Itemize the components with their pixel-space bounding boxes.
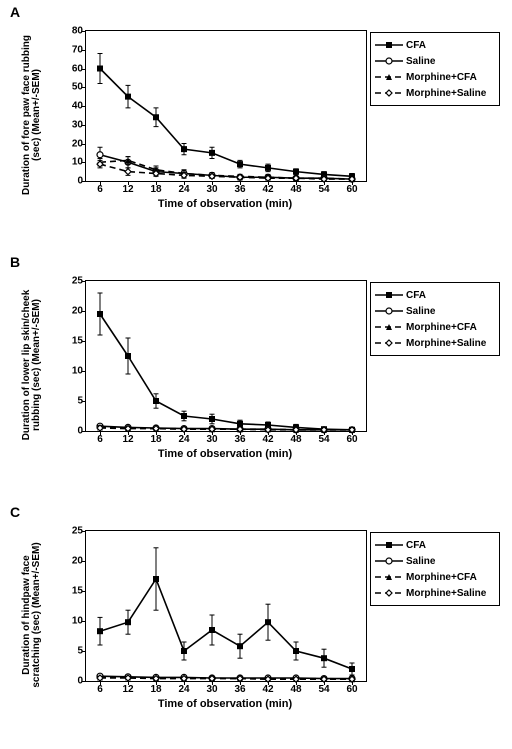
panel-label: A	[10, 4, 20, 20]
chart-area: 05101520256121824303642485460	[85, 530, 367, 682]
panel-C: C 05101520256121824303642485460 Duration o…	[0, 500, 512, 740]
y-axis-label: Duration of lower lip skin/cheek rubbing…	[22, 280, 42, 450]
x-axis-label: Time of observation (min)	[85, 198, 365, 210]
legend-item: Morphine+Saline	[375, 85, 495, 101]
legend-label: Morphine+CFA	[406, 72, 477, 83]
legend-label: CFA	[406, 40, 426, 51]
chart-area: 010203040506070806121824303642485460	[85, 30, 367, 182]
legend: CFA Saline Morphine+CFA Morphine+Saline	[370, 532, 500, 606]
legend-item: Saline	[375, 53, 495, 69]
legend-item: Morphine+CFA	[375, 69, 495, 85]
legend-item: Morphine+Saline	[375, 585, 495, 601]
chart-area: 05101520256121824303642485460	[85, 280, 367, 432]
x-axis-label: Time of observation (min)	[85, 698, 365, 710]
legend-item: Morphine+CFA	[375, 569, 495, 585]
panel-A: A 010203040506070806121824303642485460 Dur…	[0, 0, 512, 240]
legend-label: Morphine+Saline	[406, 338, 486, 349]
legend-label: Saline	[406, 556, 435, 567]
panel-label: C	[10, 504, 20, 520]
legend: CFA Saline Morphine+CFA Morphine+Saline	[370, 32, 500, 106]
legend: CFA Saline Morphine+CFA Morphine+Saline	[370, 282, 500, 356]
figure: A 010203040506070806121824303642485460 Dur…	[0, 0, 512, 749]
panel-label: B	[10, 254, 20, 270]
legend-item: CFA	[375, 287, 495, 303]
legend-item: Saline	[375, 303, 495, 319]
x-axis-label: Time of observation (min)	[85, 448, 365, 460]
panel-B: B 05101520256121824303642485460 Duration o…	[0, 250, 512, 490]
legend-item: CFA	[375, 37, 495, 53]
legend-label: Morphine+CFA	[406, 322, 477, 333]
legend-label: CFA	[406, 540, 426, 551]
legend-label: Saline	[406, 306, 435, 317]
y-axis-label: Duration of fore paw face rubbing (sec) …	[22, 30, 42, 200]
legend-item: Morphine+Saline	[375, 335, 495, 351]
legend-item: Saline	[375, 553, 495, 569]
legend-label: Morphine+Saline	[406, 588, 486, 599]
legend-label: CFA	[406, 290, 426, 301]
y-axis-label: Duration of hindpaw face scratching (sec…	[22, 530, 42, 700]
legend-item: Morphine+CFA	[375, 319, 495, 335]
legend-label: Morphine+CFA	[406, 572, 477, 583]
legend-item: CFA	[375, 537, 495, 553]
legend-label: Morphine+Saline	[406, 88, 486, 99]
legend-label: Saline	[406, 56, 435, 67]
